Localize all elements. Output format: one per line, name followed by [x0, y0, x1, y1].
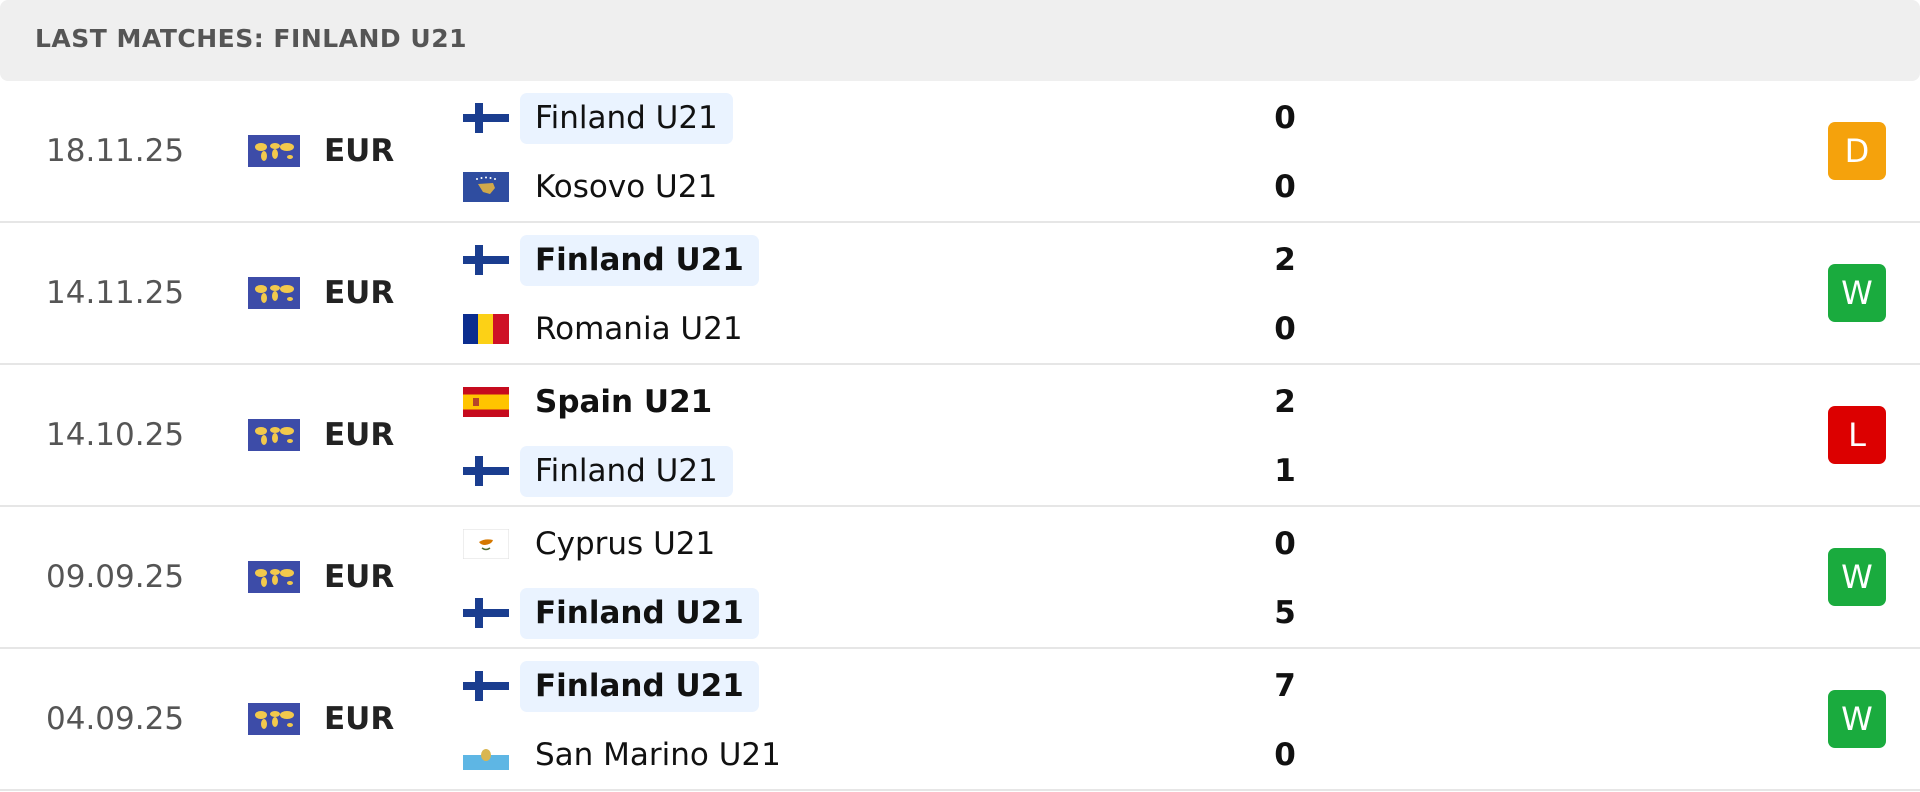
team-score: 0: [1274, 100, 1296, 136]
team-flag: [463, 456, 509, 486]
team-score: 2: [1274, 242, 1296, 278]
team-name: Finland U21: [520, 93, 733, 144]
competition: EUR: [324, 559, 395, 595]
match-date: 14.10.25: [46, 417, 185, 453]
result-badge: W: [1828, 264, 1886, 322]
team-flag: [463, 529, 509, 559]
team-name: Finland U21: [520, 235, 759, 286]
team-score: 0: [1274, 311, 1296, 347]
team-name: Kosovo U21: [535, 169, 718, 205]
match-row[interactable]: 14.10.25 EUR Spain U21 2 Finland U21 1 L: [0, 365, 1920, 507]
result-badge: L: [1828, 406, 1886, 464]
match-row[interactable]: 14.11.25 EUR Finland U21 2 Romania U21 0 W: [0, 223, 1920, 365]
header: LAST MATCHES: FINLAND U21: [0, 0, 1920, 81]
competition: EUR: [324, 701, 395, 737]
team-name: Cyprus U21: [535, 526, 716, 562]
team-name: Finland U21: [520, 446, 733, 497]
team-name: San Marino U21: [535, 737, 781, 773]
team-score: 0: [1274, 526, 1296, 562]
match-row[interactable]: 04.09.25 EUR Finland U21 7 San Marino U21 0 W: [0, 649, 1920, 791]
competition: EUR: [324, 417, 395, 453]
team-score: 7: [1274, 668, 1296, 704]
team-score: 0: [1274, 169, 1296, 205]
competition-icon: [248, 419, 300, 451]
match-row[interactable]: 09.09.25 EUR Cyprus U21 0 Finland U21 5 W: [0, 507, 1920, 649]
team-flag: [463, 314, 509, 344]
team-score: 2: [1274, 384, 1296, 420]
match-date: 09.09.25: [46, 559, 185, 595]
match-date: 04.09.25: [46, 701, 185, 737]
result-badge: W: [1828, 690, 1886, 748]
competition: EUR: [324, 133, 395, 169]
team-flag: [463, 245, 509, 275]
team-flag: [463, 387, 509, 417]
team-score: 1: [1274, 453, 1296, 489]
competition-icon: [248, 703, 300, 735]
competition-icon: [248, 561, 300, 593]
result-badge: W: [1828, 548, 1886, 606]
team-flag: [463, 103, 509, 133]
team-score: 5: [1274, 595, 1296, 631]
result-badge: D: [1828, 122, 1886, 180]
team-flag: [463, 671, 509, 701]
header-title: LAST MATCHES: FINLAND U21: [35, 24, 467, 53]
team-score: 0: [1274, 737, 1296, 773]
team-name: Spain U21: [535, 384, 713, 420]
team-name: Finland U21: [520, 588, 759, 639]
competition-icon: [248, 135, 300, 167]
match-row[interactable]: 18.11.25 EUR Finland U21 0 Kosovo U21 0 D: [0, 81, 1920, 223]
team-flag: [463, 740, 509, 770]
team-name: Romania U21: [535, 311, 743, 347]
team-flag: [463, 172, 509, 202]
competition: EUR: [324, 275, 395, 311]
competition-icon: [248, 277, 300, 309]
team-flag: [463, 598, 509, 628]
match-date: 14.11.25: [46, 275, 185, 311]
team-name: Finland U21: [520, 661, 759, 712]
match-date: 18.11.25: [46, 133, 185, 169]
